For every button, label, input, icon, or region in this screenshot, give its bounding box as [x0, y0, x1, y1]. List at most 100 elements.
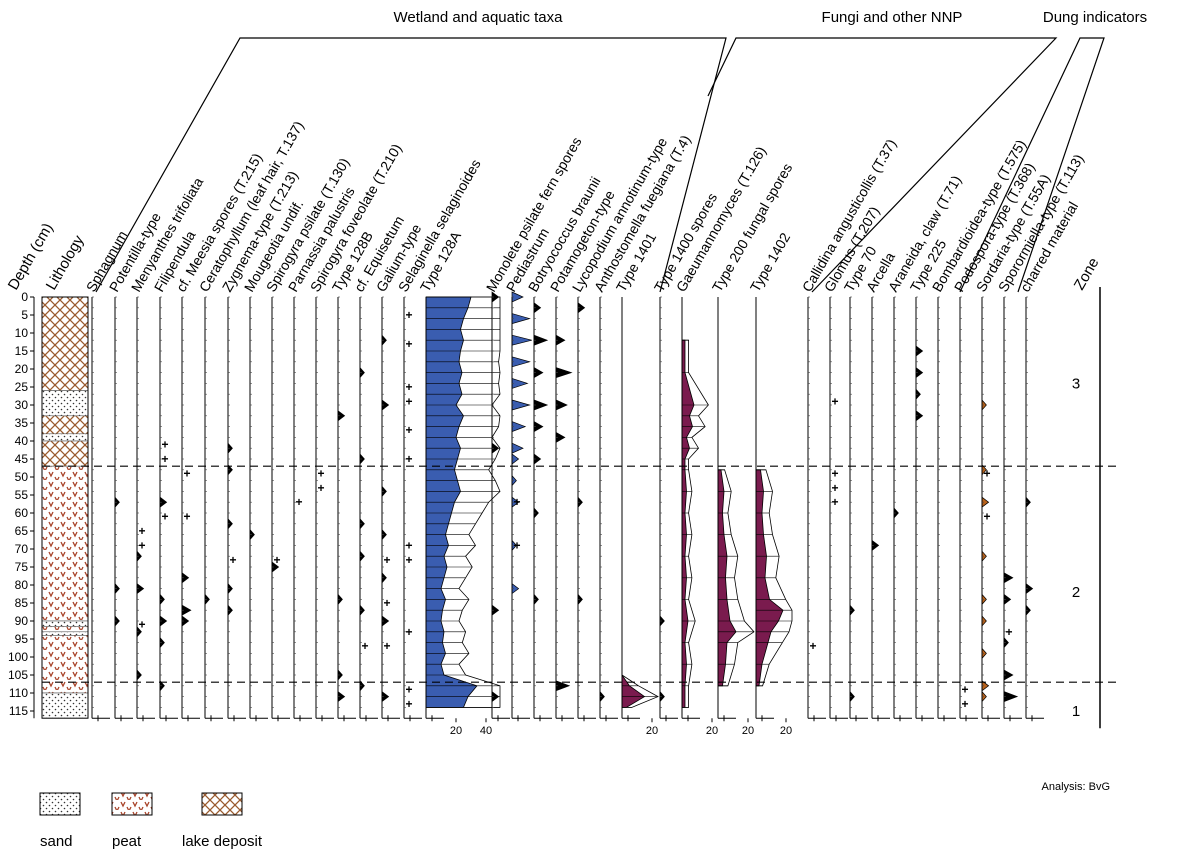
depth-tick-label: 25 [15, 380, 29, 394]
presence-marker-parnassia-palustris: + [295, 495, 302, 509]
zone-label-3: 3 [1072, 375, 1080, 392]
curve-exaggeration-gaeumannomyces-t-126 [682, 339, 709, 708]
presence-marker-galium-type: + [383, 553, 390, 567]
depth-tick-label: 20 [15, 362, 29, 376]
spike-pediastrum [511, 377, 529, 389]
presence-marker-galium-type: + [383, 639, 390, 653]
depth-tick-label: 75 [15, 560, 29, 574]
presence-marker-selaginella-selaginoides: + [405, 423, 412, 437]
presence-marker-glomus-t-207: + [831, 466, 838, 480]
presence-marker-podospora-type-t-368: + [961, 697, 968, 711]
presence-marker-sordaria-type-t-55a: + [983, 466, 990, 480]
curve-gaeumannomyces-t-126 [681, 339, 695, 708]
lithology-unit-lake [41, 440, 89, 467]
lithology-unit-sand [41, 620, 89, 627]
presence-marker-filipendula: + [161, 510, 168, 524]
lithology-unit-peat [41, 465, 89, 622]
spike-pediastrum [511, 313, 531, 325]
depth-tick-label: 55 [15, 488, 29, 502]
group-label-fungi-and-other-nnp: Fungi and other NNP [822, 9, 963, 26]
lithology-unit-lake [41, 415, 89, 435]
depth-tick-label: 110 [9, 686, 28, 700]
depth-tick-label: 15 [15, 344, 29, 358]
lithology-frame [41, 296, 89, 719]
x-tick-label-type-1402: 20 [780, 725, 792, 737]
legend-swatch-sand [39, 792, 81, 816]
group-label-wetland-and-aquatic-taxa: Wetland and aquatic taxa [393, 9, 563, 26]
presence-marker-menyanthes-trifoliata: + [138, 538, 145, 552]
x-tick-label-type-128a: 40 [480, 725, 492, 737]
curve-type-1401 [621, 673, 646, 708]
lithology-unit-peat [41, 626, 89, 633]
presence-marker-cf-meesia-spores-t-215: + [183, 466, 190, 480]
presence-marker-pediastrum: + [513, 495, 520, 509]
presence-marker-spirogyra-foveolate-t-210: + [317, 466, 324, 480]
depth-tick-label: 35 [15, 416, 29, 430]
legend-label-lake: lake deposit [182, 833, 263, 850]
presence-marker-spirogyra-psilate-t-130: + [273, 553, 280, 567]
presence-marker-filipendula: + [161, 438, 168, 452]
presence-marker-menyanthes-trifoliata: + [138, 618, 145, 632]
presence-marker-selaginella-selaginoides: + [405, 308, 412, 322]
presence-marker-menyanthes-trifoliata: + [138, 524, 145, 538]
depth-tick-label: 105 [8, 668, 28, 682]
presence-marker-sporormiella-type-t-113: + [1005, 625, 1012, 639]
presence-marker-selaginella-selaginoides: + [405, 538, 412, 552]
legend-swatch-lake [201, 792, 243, 816]
depth-tick-label: 95 [15, 632, 29, 646]
group-label-dung-indicators: Dung indicators [1043, 9, 1147, 26]
legend-label-peat: peat [112, 833, 142, 850]
presence-marker-glomus-t-207: + [831, 394, 838, 408]
depth-tick-label: 30 [15, 398, 29, 412]
legend-label-sand: sand [40, 833, 73, 850]
presence-marker-selaginella-selaginoides: + [405, 682, 412, 696]
spike-pediastrum [511, 356, 531, 368]
presence-marker-selaginella-selaginoides: + [405, 380, 412, 394]
analysis-note: Analysis: BvG [1042, 781, 1110, 793]
presence-marker-selaginella-selaginoides: + [405, 394, 412, 408]
lithology-unit-sand [41, 390, 89, 417]
depth-tick-label: 80 [15, 578, 29, 592]
presence-marker-selaginella-selaginoides: + [405, 452, 412, 466]
x-tick-label-gaeumannomyces-t-126: 20 [706, 725, 718, 737]
lithology-unit-sand [41, 433, 89, 442]
presence-marker-spirogyra-foveolate-t-210: + [317, 481, 324, 495]
depth-tick-label: 90 [15, 614, 29, 628]
lithology-unit-sand [41, 692, 89, 719]
presence-marker-glomus-t-207: + [831, 481, 838, 495]
depth-tick-label: 50 [15, 470, 29, 484]
presence-marker-cf-meesia-spores-t-215: + [183, 510, 190, 524]
lithology-unit-lake [41, 296, 89, 391]
depth-tick-label: 40 [15, 434, 29, 448]
depth-tick-label: 100 [8, 650, 28, 664]
lithology-title: Lithology [43, 232, 88, 293]
lithology-unit-sand [41, 631, 89, 636]
depth-tick-label: 60 [15, 506, 29, 520]
zone-title: Zone [1071, 255, 1103, 293]
group-bracket-1 [95, 37, 727, 293]
depth-tick-label: 115 [9, 704, 28, 718]
presence-marker-selaginella-selaginoides: + [405, 337, 412, 351]
presence-marker-selaginella-selaginoides: + [405, 697, 412, 711]
zone-label-2: 2 [1072, 584, 1080, 601]
depth-tick-label: 65 [15, 524, 29, 538]
spike-pediastrum [511, 399, 531, 411]
presence-marker-zygnema-type-t-213: + [229, 553, 236, 567]
depth-tick-label: 85 [15, 596, 29, 610]
group-bracket-2 [707, 37, 1058, 293]
presence-marker-pediastrum: + [513, 538, 520, 552]
lithology-unit-peat [41, 635, 89, 694]
x-tick-label-type-1401: 20 [646, 725, 658, 737]
presence-marker-selaginella-selaginoides: + [405, 553, 412, 567]
presence-marker-podospora-type-t-368: + [961, 682, 968, 696]
presence-marker-sordaria-type-t-55a: + [983, 510, 990, 524]
legend-swatch-peat [111, 792, 153, 816]
depth-tick-label: 70 [15, 542, 29, 556]
presence-marker-galium-type: + [383, 596, 390, 610]
depth-tick-label: 0 [21, 290, 28, 304]
curve-exaggeration-type-200-fungal-spores [718, 469, 755, 687]
x-tick-label-type-128a: 20 [450, 725, 462, 737]
presence-marker-filipendula: + [161, 452, 168, 466]
depth-tick-label: 45 [15, 452, 29, 466]
